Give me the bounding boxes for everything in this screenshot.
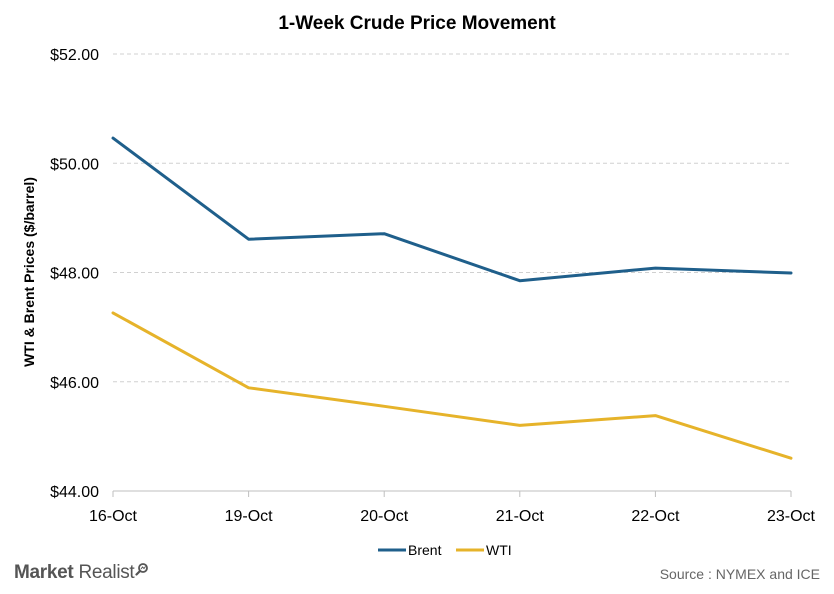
series-line-wti — [111, 311, 793, 460]
y-tick-label: $46.00 — [50, 375, 99, 392]
x-tick-label: 21-Oct — [496, 508, 545, 525]
chart-title: 1-Week Crude Price Movement — [278, 13, 556, 34]
y-tick-label: $48.00 — [50, 266, 99, 283]
legend-label-wti: WTI — [486, 542, 512, 558]
series-line-brent — [111, 136, 793, 283]
brand-word-market: Market — [14, 562, 74, 583]
x-tick-label: 22-Oct — [631, 508, 680, 525]
brand-logo: Market Realist — [14, 562, 149, 584]
x-axis — [112, 490, 792, 497]
y-tick-label: $50.00 — [50, 156, 99, 173]
x-tick-label: 16-Oct — [89, 508, 138, 525]
y-axis-label: WTI & Brent Prices ($/barrel) — [21, 177, 37, 367]
gridlines — [113, 53, 791, 383]
x-tick-label: 19-Oct — [225, 508, 274, 525]
y-tick-labels: $44.00 $46.00 $48.00 $50.00 $52.00 — [50, 47, 99, 501]
brand-word-realist: Realist — [78, 562, 135, 583]
legend-label-brent: Brent — [408, 542, 442, 558]
series-lines — [111, 136, 793, 460]
x-tick-labels: 16-Oct 19-Oct 20-Oct 21-Oct 22-Oct 23-Oct — [89, 508, 816, 525]
source-note: Source : NYMEX and ICE — [659, 566, 820, 582]
legend: Brent WTI — [378, 542, 512, 558]
x-tick-label: 23-Oct — [767, 508, 816, 525]
y-tick-label: $44.00 — [50, 484, 99, 501]
y-tick-label: $52.00 — [50, 47, 99, 64]
x-tick-label: 20-Oct — [360, 508, 409, 525]
magnifier-icon — [135, 560, 149, 576]
